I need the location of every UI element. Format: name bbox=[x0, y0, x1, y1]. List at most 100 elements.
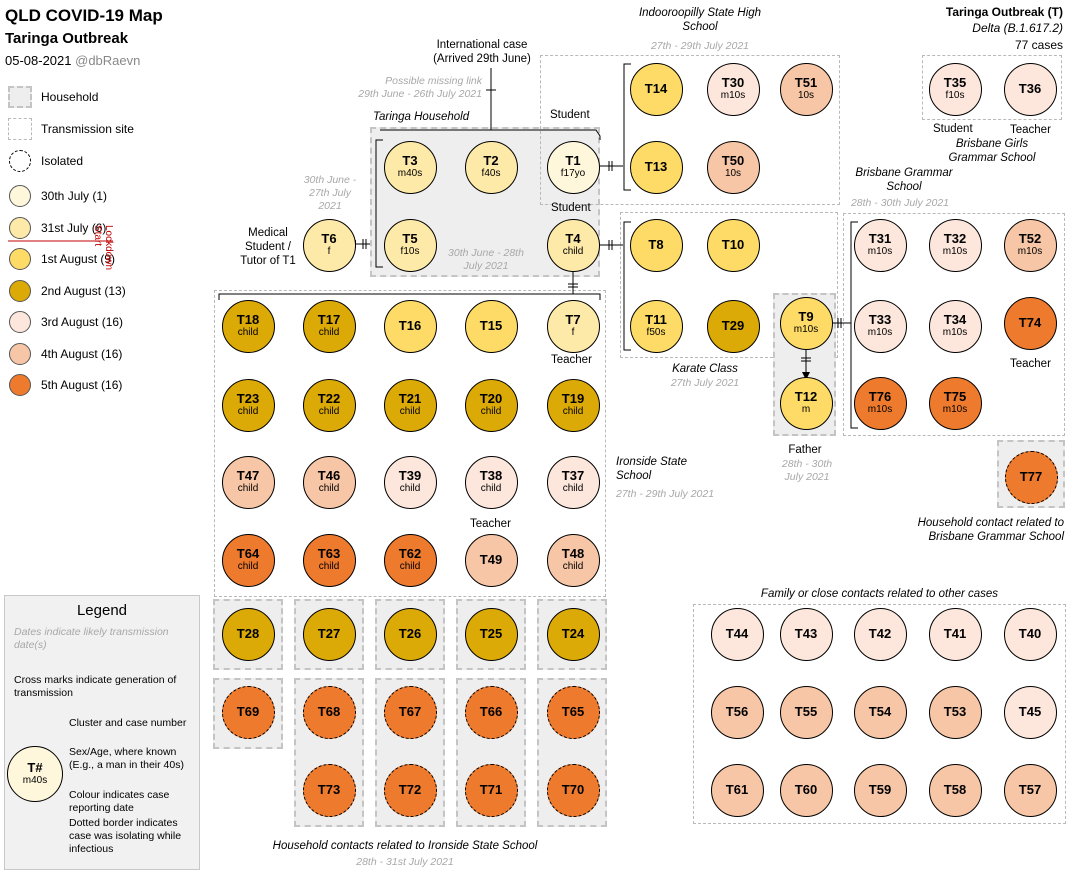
case-node-t42: T42 bbox=[853, 607, 907, 661]
household-key-label: Household bbox=[41, 90, 99, 104]
t4-role: Student bbox=[551, 202, 591, 214]
ironside-dates: 27th - 29th July 2021 bbox=[616, 488, 715, 500]
case-node-t22: T22 child bbox=[302, 378, 356, 432]
bggs-site-box bbox=[922, 55, 1062, 120]
case-id: T31 bbox=[868, 231, 892, 246]
case-id: T63 bbox=[317, 546, 341, 561]
bgs-label: Brisbane Grammar School bbox=[855, 167, 953, 193]
case-sex-age: m10s bbox=[942, 404, 968, 415]
case-node-t69: T69 bbox=[221, 685, 275, 739]
case-id: T8 bbox=[648, 237, 664, 252]
case-node-t37: T37 child bbox=[546, 455, 600, 509]
case-node-t35: T35 f10s bbox=[928, 62, 982, 116]
missing-link-label: Possible missing link 29th June - 26th J… bbox=[350, 75, 482, 101]
case-node-t9: T9 m10s bbox=[779, 296, 833, 350]
date-key-label: 31st July (6) bbox=[41, 220, 107, 235]
case-node-t50: T50 10s bbox=[706, 140, 760, 194]
case-id: T44 bbox=[725, 626, 749, 641]
t6-dates: 30th June - 27th July 2021 bbox=[303, 174, 357, 212]
case-sex-age: f bbox=[571, 327, 575, 338]
case-node-t63: T63 child bbox=[302, 533, 356, 587]
case-id: T5 bbox=[402, 231, 418, 246]
case-node-t65: T65 bbox=[546, 685, 600, 739]
case-id: T10 bbox=[721, 237, 745, 252]
date-key-label: 4th August (16) bbox=[41, 346, 123, 361]
karate-site-box bbox=[620, 212, 838, 358]
case-id: T41 bbox=[943, 626, 967, 641]
case-node-t53: T53 bbox=[928, 685, 982, 739]
case-node-t46: T46 child bbox=[302, 455, 356, 509]
legend-sexage-note: Sex/Age, where known (E.g., a man in the… bbox=[69, 746, 184, 771]
case-id: T66 bbox=[479, 704, 503, 719]
karate-dates: 27th July 2021 bbox=[670, 377, 740, 389]
case-node-t24: T24 bbox=[546, 607, 600, 661]
date-key-label: 30th July (1) bbox=[41, 189, 108, 203]
legend-cluster-note: Cluster and case number bbox=[69, 717, 187, 729]
date-key-label: 2nd August (13) bbox=[41, 283, 126, 298]
t74-role: Teacher bbox=[1010, 358, 1051, 370]
case-id: T21 bbox=[398, 391, 422, 406]
date-key-swatch bbox=[9, 342, 31, 365]
date-key-swatch bbox=[9, 216, 31, 239]
case-node-t17: T17 child bbox=[302, 299, 356, 353]
case-node-t2: T2 f40s bbox=[464, 140, 518, 194]
indooroopilly-label: Indooroopilly State High School bbox=[638, 7, 762, 33]
t49-role: Teacher bbox=[470, 518, 511, 530]
case-node-t68: T68 bbox=[302, 685, 356, 739]
case-node-t10: T10 bbox=[706, 218, 760, 272]
case-node-t36: T36 bbox=[1003, 62, 1057, 116]
case-id: T9 bbox=[798, 309, 814, 324]
father-dates: 28th - 30th July 2021 bbox=[781, 458, 833, 483]
case-id: T29 bbox=[721, 318, 745, 333]
case-node-t52: T52 m10s bbox=[1003, 218, 1057, 272]
site-key-swatch bbox=[8, 118, 32, 140]
t6-role: Medical Student / Tutor of T1 bbox=[240, 227, 296, 267]
legend-sample-sexage: m40s bbox=[22, 775, 48, 786]
case-node-t51: T51 10s bbox=[779, 62, 833, 116]
case-sex-age: child bbox=[480, 483, 502, 494]
intl-case-label: International case (Arrived 29th June) bbox=[433, 39, 531, 65]
case-node-t5: T5 f10s bbox=[383, 218, 437, 272]
case-id: T68 bbox=[317, 704, 341, 719]
case-node-t13: T13 bbox=[629, 140, 683, 194]
case-sex-age: m10s bbox=[793, 324, 819, 335]
case-sex-age: f50s bbox=[646, 327, 666, 338]
bgs-dates: 28th - 30th July 2021 bbox=[850, 197, 950, 209]
bggs-label: Brisbane Girls Grammar School bbox=[948, 138, 1036, 164]
case-sex-age: 10s bbox=[724, 168, 742, 179]
family-contacts-box bbox=[693, 604, 1066, 824]
case-id: T20 bbox=[479, 391, 503, 406]
case-sex-age: m40s bbox=[397, 168, 423, 179]
lockdown-label: Lockdown Start bbox=[92, 225, 114, 271]
case-node-t1: T1 f17yo bbox=[546, 140, 600, 194]
ironside-household-dates: 28th - 31st July 2021 bbox=[356, 856, 454, 868]
case-node-t66: T66 bbox=[464, 685, 518, 739]
taringa-household-label: Taringa Household bbox=[373, 111, 470, 123]
case-node-t33: T33 m10s bbox=[853, 299, 907, 353]
case-sex-age: child bbox=[562, 406, 584, 417]
case-id: T3 bbox=[402, 153, 418, 168]
case-node-t70: T70 bbox=[546, 763, 600, 817]
case-node-t29: T29 bbox=[706, 299, 760, 353]
household-key-swatch bbox=[8, 86, 32, 108]
case-node-t58: T58 bbox=[928, 763, 982, 817]
case-node-t45: T45 bbox=[1003, 685, 1057, 739]
case-id: T48 bbox=[561, 546, 585, 561]
case-sex-age: f10s bbox=[400, 246, 420, 257]
case-id: T13 bbox=[644, 159, 668, 174]
case-id: T24 bbox=[561, 626, 585, 641]
case-node-t25: T25 bbox=[464, 607, 518, 661]
case-id: T77 bbox=[1019, 469, 1043, 484]
case-sex-age: f40s bbox=[481, 168, 501, 179]
case-sex-age: m10s bbox=[867, 246, 893, 257]
case-id: T1 bbox=[565, 153, 581, 168]
case-node-t77: T77 bbox=[1004, 450, 1058, 504]
case-node-t40: T40 bbox=[1003, 607, 1057, 661]
case-id: T67 bbox=[398, 704, 422, 719]
case-id: T22 bbox=[317, 391, 341, 406]
case-node-t21: T21 child bbox=[383, 378, 437, 432]
father-label: Father bbox=[788, 444, 822, 456]
case-id: T26 bbox=[398, 626, 422, 641]
case-node-t49: T49 bbox=[464, 533, 518, 587]
case-id: T28 bbox=[236, 626, 260, 641]
